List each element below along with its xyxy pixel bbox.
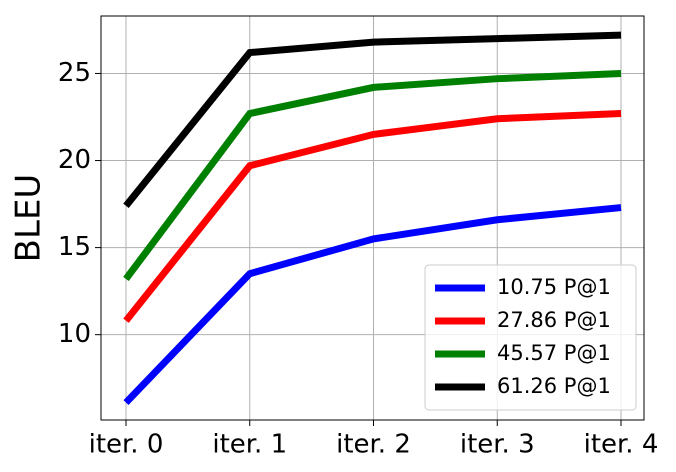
legend-label: 61.26 P@1 <box>497 374 611 398</box>
legend-label: 27.86 P@1 <box>497 308 611 332</box>
x-tick-label: iter. 3 <box>460 430 535 460</box>
y-tick-label: 10 <box>58 319 91 349</box>
y-tick-label: 15 <box>58 232 91 262</box>
line <box>123 31 622 209</box>
line <box>123 110 622 323</box>
plot-frame <box>100 15 645 421</box>
x-tick-label: iter. 4 <box>584 430 659 460</box>
line <box>123 204 622 406</box>
x-tick-label: iter. 2 <box>336 430 411 460</box>
x-tick-label: iter. 0 <box>89 430 164 460</box>
line <box>123 69 622 282</box>
y-tick-label: 20 <box>58 145 91 175</box>
y-tick-label: 25 <box>58 58 91 88</box>
legend-label: 10.75 P@1 <box>497 275 611 299</box>
legend-label: 45.57 P@1 <box>497 341 611 365</box>
legend-box <box>424 264 637 411</box>
x-tick-label: iter. 1 <box>212 430 287 460</box>
y-axis-label: BLEU <box>9 174 49 263</box>
